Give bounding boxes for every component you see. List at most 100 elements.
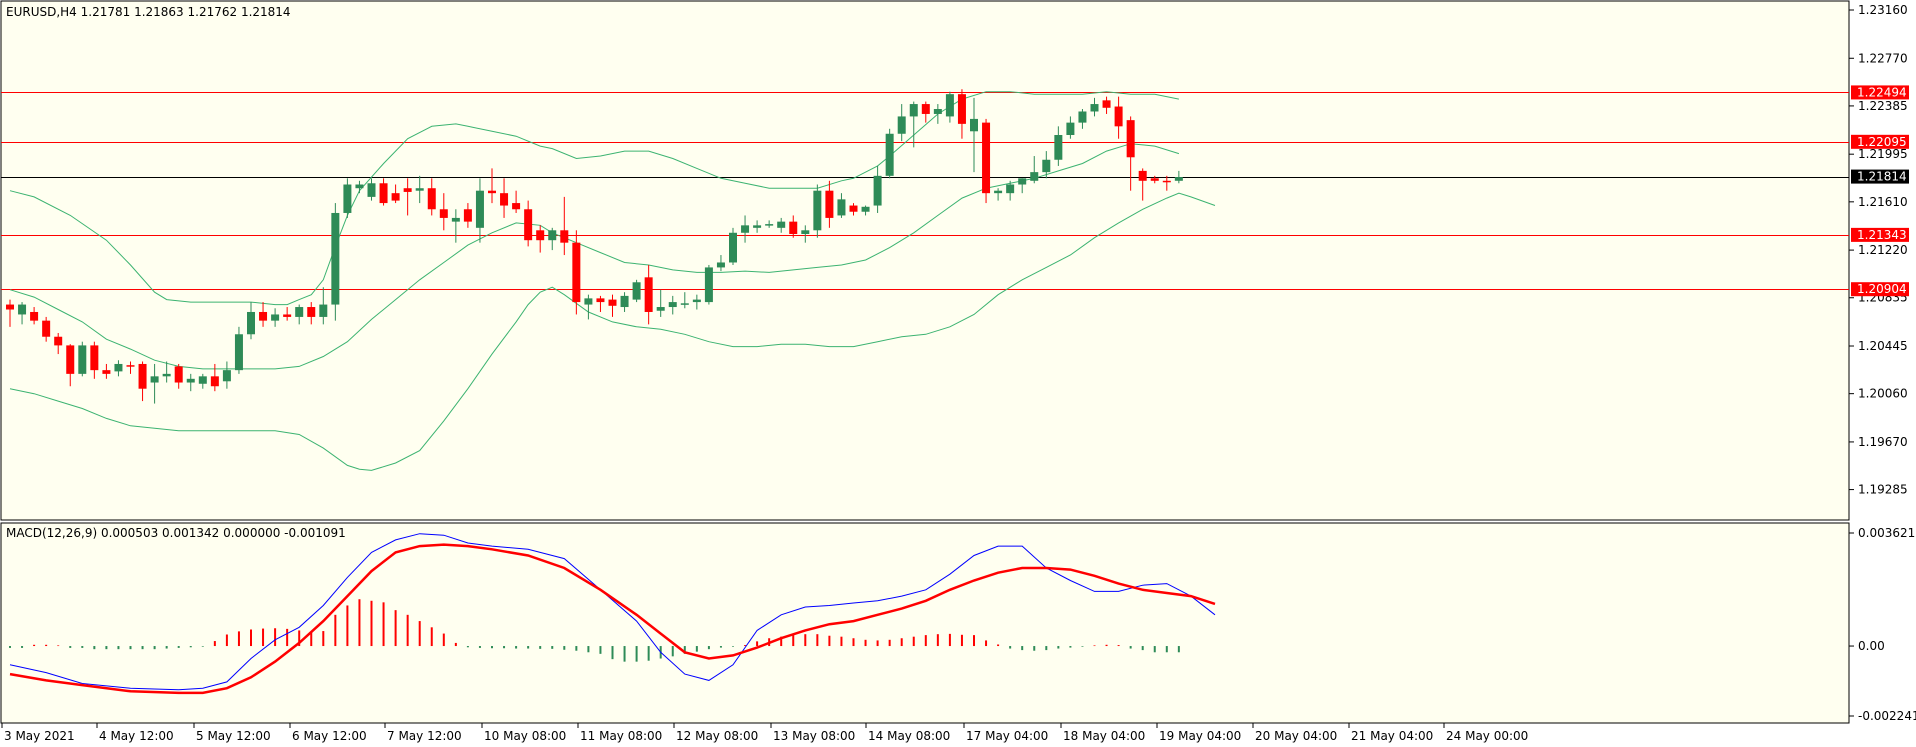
candle-body-48	[584, 298, 593, 305]
candle-body-83	[1006, 184, 1015, 194]
candle-body-54	[656, 307, 665, 311]
candle-body-0	[6, 304, 14, 310]
level-tag-4: 1.20904	[1857, 282, 1907, 296]
candle-body-13	[162, 373, 171, 377]
candle-body-63	[765, 224, 774, 226]
price-tick-label-2: 1.22385	[1858, 99, 1908, 113]
bollinger-upper	[9, 91, 1179, 306]
candle-body-18	[222, 370, 231, 382]
candle-body-90	[1090, 104, 1099, 112]
price-tick-label-10: 1.19285	[1858, 483, 1908, 497]
candle-body-46	[560, 230, 569, 243]
price-tick-label-4: 1.21610	[1858, 195, 1908, 209]
candle-body-81	[982, 122, 991, 194]
level-tag-bg-3	[1851, 227, 1909, 242]
candle-body-25	[307, 307, 316, 317]
price-tick-label-9: 1.19670	[1858, 435, 1908, 449]
time-tick-label-0: 3 May 2021	[4, 729, 75, 743]
candle-body-89	[1078, 111, 1087, 123]
candle-body-73	[885, 133, 894, 176]
candle-body-11	[138, 363, 147, 389]
candle-body-91	[1102, 100, 1111, 108]
time-tick-label-2: 5 May 12:00	[196, 729, 271, 743]
candle-body-71	[861, 206, 870, 212]
candle-body-39	[475, 190, 484, 228]
candle-body-79	[957, 94, 966, 124]
time-tick-label-15: 24 May 00:00	[1446, 729, 1528, 743]
candle-body-84	[1018, 178, 1027, 185]
candle-body-5	[66, 345, 75, 374]
candle-body-47	[572, 242, 581, 303]
candle-body-57	[692, 299, 701, 303]
candle-body-4	[54, 336, 63, 346]
candle-body-14	[174, 366, 183, 383]
level-tag-3: 1.21343	[1857, 228, 1907, 242]
candle-body-20	[247, 311, 255, 335]
level-tag-0: 1.22494	[1857, 85, 1907, 99]
candle-body-58	[704, 267, 713, 303]
candle-body-34	[415, 188, 424, 191]
candle-body-28	[343, 184, 352, 213]
symbol-info: EURUSD,H4 1.21781 1.21863 1.21762 1.2181…	[6, 5, 291, 19]
candle-body-78	[945, 94, 954, 117]
time-tick-label-6: 11 May 08:00	[580, 729, 662, 743]
candle-body-53	[644, 277, 653, 312]
candle-body-50	[608, 299, 617, 306]
candle-body-77	[933, 109, 942, 114]
level-tag-bg-0	[1851, 85, 1909, 100]
candle-body-43	[524, 209, 533, 241]
candle-body-17	[210, 376, 219, 387]
candle-body-95	[1150, 178, 1159, 181]
level-tag-bg-4	[1851, 282, 1909, 297]
time-tick-label-13: 20 May 04:00	[1255, 729, 1337, 743]
candle-body-45	[548, 230, 557, 241]
candle-body-60	[729, 232, 737, 263]
level-tag-bg-2	[1851, 169, 1909, 184]
candle-body-69	[837, 199, 846, 216]
candle-body-7	[90, 345, 99, 371]
level-tag-1: 1.22095	[1857, 135, 1907, 149]
candle-body-2	[30, 311, 39, 321]
candle-body-97	[1174, 177, 1183, 181]
candle-body-64	[777, 221, 786, 228]
time-tick-label-7: 12 May 08:00	[676, 729, 758, 743]
candle-body-76	[921, 104, 930, 114]
candle-body-35	[427, 188, 436, 210]
candle-body-38	[463, 209, 472, 222]
axis-layer: 1.23160 1.22770 1.22385 1.21995 1.21610 1.212…	[1, 3, 1916, 743]
price-tick-label-0: 1.23160	[1858, 3, 1908, 17]
candle-body-9	[114, 363, 123, 372]
candle-body-12	[150, 376, 159, 383]
candle-body-49	[596, 298, 605, 303]
candle-body-66	[801, 230, 810, 235]
price-layer	[1, 89, 1849, 471]
candle-body-59	[716, 262, 725, 268]
candle-body-62	[753, 225, 762, 228]
candle-body-6	[78, 345, 87, 374]
candle-body-32	[391, 193, 400, 201]
candle-body-36	[439, 209, 448, 218]
candle-body-52	[632, 282, 641, 300]
macd-line	[9, 533, 1216, 691]
macd-info: MACD(12,26,9) 0.000503 0.001342 0.000000…	[6, 526, 346, 540]
time-tick-label-9: 14 May 08:00	[868, 729, 950, 743]
candle-body-51	[620, 295, 629, 308]
candle-body-24	[295, 307, 304, 317]
candle-body-21	[259, 311, 268, 321]
candle-body-16	[198, 376, 207, 384]
price-panel-background	[0, 0, 1850, 521]
price-tick-label-8: 1.20060	[1858, 387, 1908, 401]
candle-body-22	[271, 314, 280, 321]
candle-body-82	[994, 190, 1003, 194]
candle-body-61	[741, 225, 750, 233]
candle-body-44	[536, 230, 545, 241]
level-tag-2: 1.21814	[1857, 170, 1907, 184]
candle-body-85	[1030, 172, 1039, 181]
time-tick-label-8: 13 May 08:00	[773, 729, 855, 743]
candle-body-86	[1042, 159, 1051, 173]
candle-body-26	[319, 304, 328, 317]
macd-panel-background	[0, 522, 1850, 724]
signal-line	[9, 543, 1216, 695]
